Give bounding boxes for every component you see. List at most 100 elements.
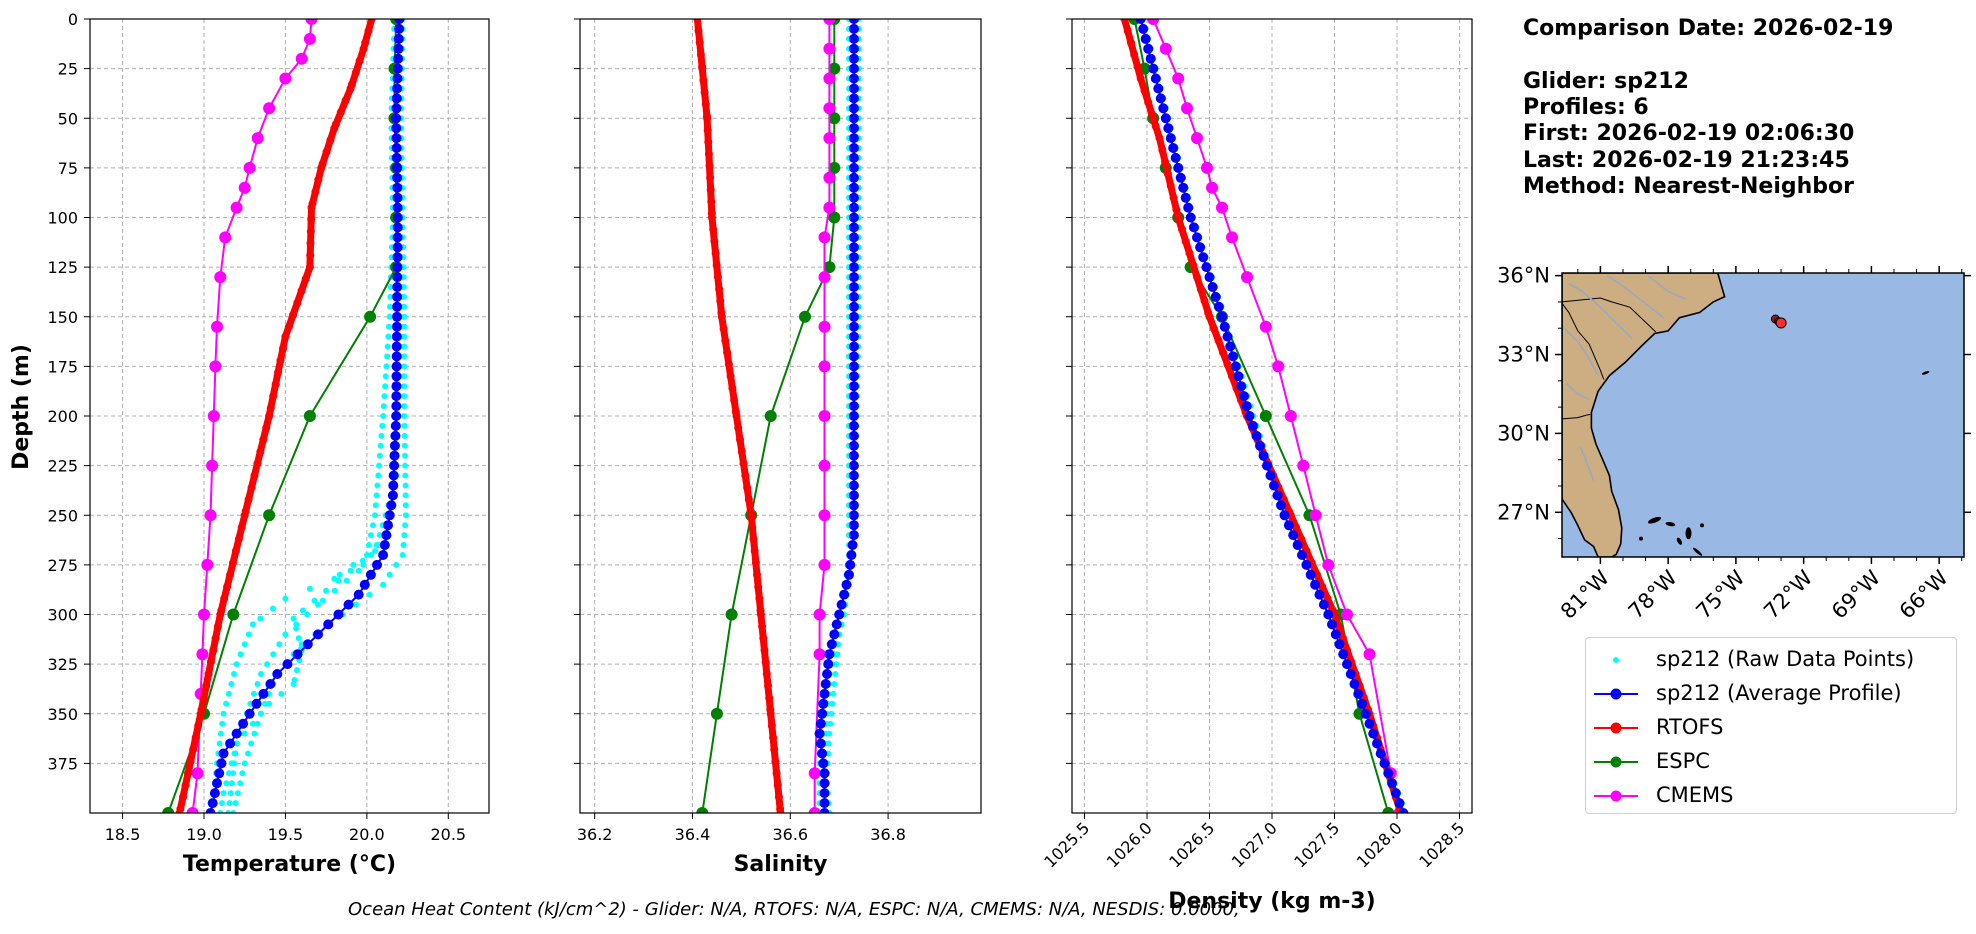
series-marker-avg <box>392 162 402 173</box>
legend-swatch-raw <box>1613 657 1619 663</box>
series-marker-avg <box>1204 272 1215 283</box>
raw-data-point <box>379 422 386 429</box>
series-marker-cmems <box>1272 360 1285 373</box>
island <box>1673 589 1685 593</box>
raw-data-point <box>376 462 383 469</box>
series-marker-avg <box>845 559 856 570</box>
series-marker-rtofs <box>220 594 229 603</box>
series-marker-rtofs <box>1318 582 1327 591</box>
series-marker-avg <box>391 361 402 372</box>
series-marker-avg <box>391 103 402 114</box>
series-marker-espc <box>828 211 841 224</box>
series-marker-avg <box>1178 182 1189 193</box>
raw-data-point <box>245 750 251 757</box>
series-marker-rtofs <box>755 594 764 603</box>
series-marker-rtofs <box>1200 296 1209 305</box>
series-marker-avg <box>394 19 405 24</box>
series-marker-cmems <box>813 648 826 661</box>
raw-data-point <box>231 760 238 767</box>
series-marker-espc <box>1259 410 1272 422</box>
series-marker-cmems <box>818 271 831 284</box>
river <box>1568 282 1633 340</box>
series-marker-rtofs <box>761 658 770 667</box>
raw-data-point <box>237 780 244 787</box>
series-marker-rtofs <box>724 360 733 369</box>
series-marker-avg <box>848 272 859 283</box>
raw-data-point <box>270 651 277 658</box>
series-marker-avg <box>848 63 859 74</box>
series-marker-rtofs <box>367 19 376 23</box>
series-marker-avg <box>848 420 859 431</box>
river <box>1606 274 1665 319</box>
series-marker-avg <box>359 579 370 590</box>
raw-data-point <box>226 800 233 807</box>
series-marker-avg <box>814 728 825 739</box>
series-marker-rtofs <box>1181 237 1190 246</box>
series-marker-rtofs <box>759 634 768 643</box>
series-marker-rtofs <box>700 88 709 97</box>
series-marker-rtofs <box>305 263 314 272</box>
series-marker-rtofs <box>1223 360 1232 369</box>
series-marker-rtofs <box>741 471 750 480</box>
series-marker-cmems <box>1191 132 1203 145</box>
raw-data-point <box>382 373 389 380</box>
glider-location-map: 36°N 33°N 30°N 27°N 81°W 78°W 75°W 72°W 69°W 66°W <box>1497 264 1971 624</box>
raw-data-point <box>378 432 385 439</box>
series-marker-avg <box>392 242 403 253</box>
series-marker-avg <box>1183 202 1194 213</box>
series-marker-rtofs <box>274 368 283 377</box>
series-marker-cmems <box>818 459 831 472</box>
island <box>1665 521 1676 527</box>
series-marker-cmems <box>196 648 209 661</box>
series-marker-rtofs <box>359 44 368 53</box>
raw-data-point <box>295 635 302 642</box>
river <box>1563 327 1599 376</box>
legend-marker-cmems <box>1610 790 1622 802</box>
series-marker-avg <box>214 768 225 779</box>
raw-data-point <box>401 363 408 370</box>
series-marker-rtofs <box>199 693 208 702</box>
series-marker-rtofs <box>189 745 198 754</box>
series-marker-avg <box>391 123 402 134</box>
series-marker-rtofs <box>301 275 310 283</box>
series-marker-rtofs <box>213 622 222 631</box>
series-marker-rtofs <box>1136 74 1145 83</box>
series-marker-avg <box>1272 490 1283 501</box>
series-marker-rtofs <box>764 682 772 690</box>
series-marker-avg <box>1276 500 1286 511</box>
series-marker-cmems <box>823 42 836 55</box>
raw-data-point <box>402 462 409 469</box>
series-marker-rtofs <box>1130 50 1139 59</box>
series-marker-avg <box>848 450 859 461</box>
raw-data-point <box>380 403 387 410</box>
series-marker-avg <box>392 63 403 74</box>
series-marker-avg <box>848 262 859 273</box>
x-tick-label: 1028.5 <box>1415 818 1468 871</box>
series-marker-avg <box>848 33 859 44</box>
series-marker-avg <box>848 460 859 471</box>
series-marker-avg <box>391 341 402 352</box>
raw-data-point <box>376 532 383 539</box>
series-marker-cmems <box>1226 231 1238 244</box>
grid-lines <box>1072 18 1472 813</box>
series-marker-avg <box>848 291 859 302</box>
series-marker-espc <box>303 410 316 422</box>
series-marker-rtofs <box>1174 213 1183 222</box>
raw-data-point <box>402 502 409 509</box>
raw-data-point <box>372 512 378 519</box>
raw-data-point <box>232 750 239 757</box>
series-marker-avg <box>848 172 859 183</box>
raw-data-point <box>282 631 289 638</box>
series-marker-rtofs <box>716 296 725 305</box>
raw-data-point <box>353 601 359 608</box>
series-marker-rtofs <box>1140 86 1149 95</box>
series-marker-espc <box>1382 807 1395 813</box>
series-marker-rtofs <box>237 523 246 532</box>
series-marker-avg <box>389 460 400 471</box>
series-marker-rtofs <box>1123 26 1132 35</box>
series-marker-avg <box>1145 53 1156 64</box>
series-marker-avg <box>1323 609 1334 620</box>
series-marker-espc <box>162 807 175 813</box>
series-marker-avg <box>1219 321 1230 332</box>
y-tick-label: 375 <box>47 754 78 773</box>
